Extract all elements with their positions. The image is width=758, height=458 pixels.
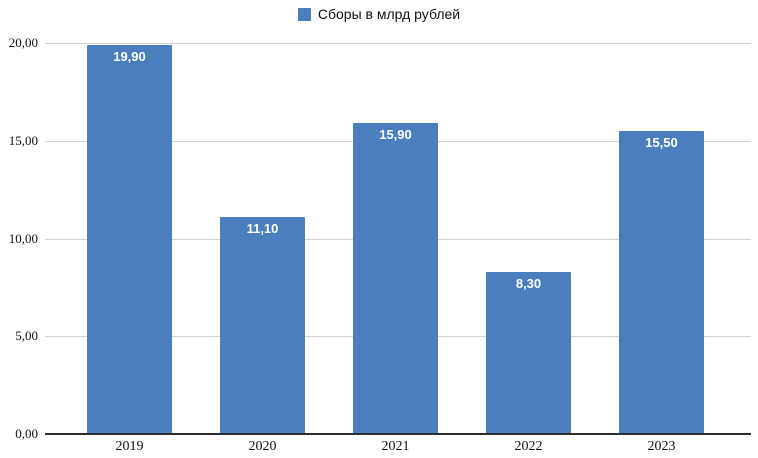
x-axis-tick-label: 2019 [115,439,144,454]
x-axis-tick-label: 2021 [381,439,410,454]
x-axis-tick-label: 2022 [514,439,543,454]
y-axis-tick-label: 15,00 [8,133,38,148]
y-axis-tick-label: 5,00 [15,328,38,343]
bar: 15,50 [619,130,704,434]
x-axis-line [45,433,751,435]
y-axis-tick-label: 20,00 [8,35,38,50]
bar-value-label: 15,90 [379,127,412,143]
bar-value-label: 8,30 [515,275,542,291]
bar: 8,30 [486,271,571,434]
legend-label: Сборы в млрд рублей [317,6,461,22]
x-axis-tick-label: 2023 [647,439,676,454]
gridline [45,43,751,44]
legend: Сборы в млрд рублей [0,5,758,23]
x-axis-tick-label: 2020 [248,439,277,454]
bar-value-label: 11,10 [246,221,279,236]
bar: 19,90 [87,44,172,434]
bar: 15,90 [353,123,438,434]
y-axis-tick-label: 10,00 [8,231,38,246]
bar-value-label: 19,90 [113,48,146,64]
bar-value-label: 15,50 [645,134,678,150]
legend-swatch-icon [297,7,311,21]
bar: 11,10 [220,217,305,434]
y-axis-tick-label: 0,00 [15,426,38,441]
plot-area: 19,90 11,10 15,90 8,30 15,50 [45,43,751,435]
